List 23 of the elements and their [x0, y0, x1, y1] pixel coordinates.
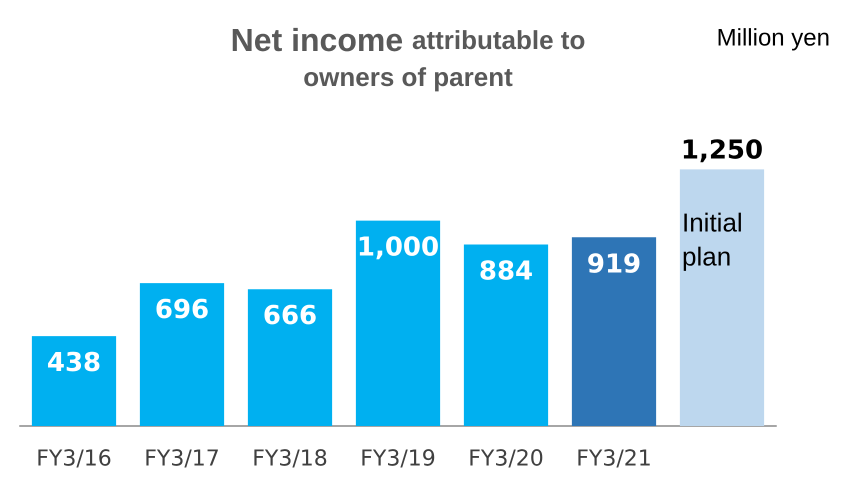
x-tick-label: FY3/17	[144, 446, 220, 472]
bar	[140, 283, 224, 426]
bar	[680, 169, 764, 426]
bar	[32, 336, 116, 426]
x-tick-label: FY3/20	[468, 446, 544, 472]
x-tick-label: FY3/21	[576, 446, 652, 472]
bar	[572, 237, 656, 426]
data-label: 696	[154, 295, 210, 326]
x-tick-label: FY3/19	[360, 446, 436, 472]
y-axis-title: Million yen	[716, 24, 830, 52]
bar	[464, 244, 548, 426]
data-label: 666	[262, 301, 318, 332]
chart-title: Net income attributable to owners of parent	[230, 22, 586, 92]
data-label: 438	[46, 348, 102, 378]
bar	[356, 220, 440, 426]
bar	[248, 289, 332, 426]
data-label: 919	[586, 249, 642, 280]
data-label: 1,250	[680, 135, 764, 166]
data-label: 1,000	[356, 232, 440, 263]
data-label: 884	[478, 256, 534, 286]
annotation: Initial plan	[682, 208, 743, 272]
x-tick-label: FY3/16	[36, 446, 112, 472]
x-tick-label: FY3/18	[252, 446, 328, 472]
